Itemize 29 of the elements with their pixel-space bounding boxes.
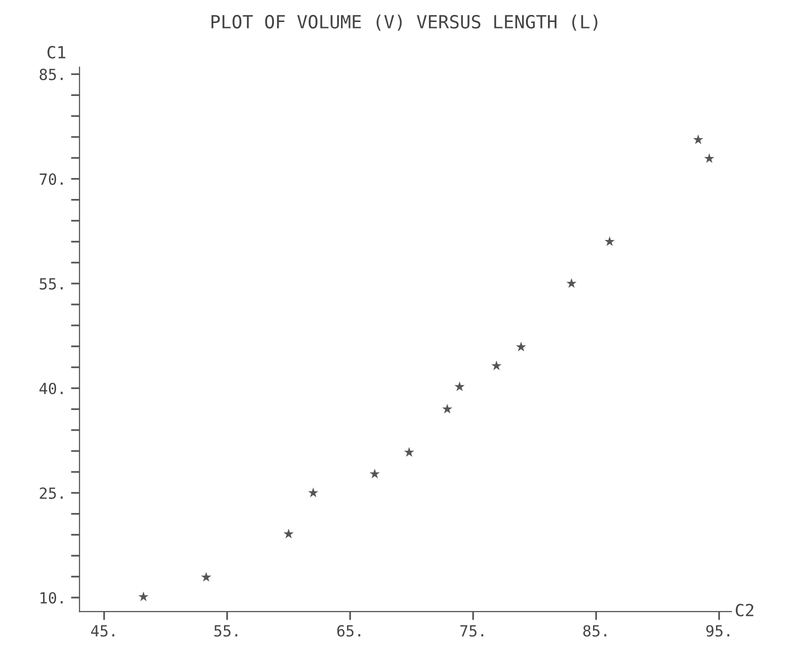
point bbox=[442, 404, 452, 414]
point bbox=[693, 134, 704, 144]
point bbox=[566, 278, 577, 288]
point bbox=[604, 236, 615, 246]
x-tick-label: 95. bbox=[706, 625, 730, 637]
y-tick-label: 85. bbox=[40, 68, 63, 80]
x-axis-title: C2 bbox=[736, 604, 754, 616]
x-tick-label: 75. bbox=[460, 625, 484, 637]
point bbox=[454, 381, 465, 392]
point bbox=[491, 360, 502, 370]
chart-title: PLOT OF VOLUME (V) VERSUS LENGTH (L) bbox=[212, 14, 598, 31]
point bbox=[704, 153, 714, 163]
y-tick-label: 25. bbox=[40, 487, 63, 499]
y-tick-label: 10. bbox=[40, 592, 63, 604]
point bbox=[516, 342, 526, 352]
y-tick-label: 55. bbox=[40, 278, 63, 290]
x-tick-label: 85. bbox=[583, 625, 606, 637]
point bbox=[138, 591, 149, 602]
x-tick-label: 55. bbox=[214, 625, 238, 637]
point bbox=[404, 447, 414, 457]
point bbox=[283, 528, 294, 538]
y-tick-label: 40. bbox=[39, 382, 63, 394]
y-axis-title: C1 bbox=[48, 46, 66, 59]
x-tick-label: 45. bbox=[91, 625, 114, 637]
point bbox=[370, 468, 380, 478]
point bbox=[308, 488, 318, 498]
y-tick-label: 70. bbox=[40, 173, 63, 185]
x-tick-label: 65. bbox=[337, 625, 360, 637]
point bbox=[201, 572, 212, 582]
